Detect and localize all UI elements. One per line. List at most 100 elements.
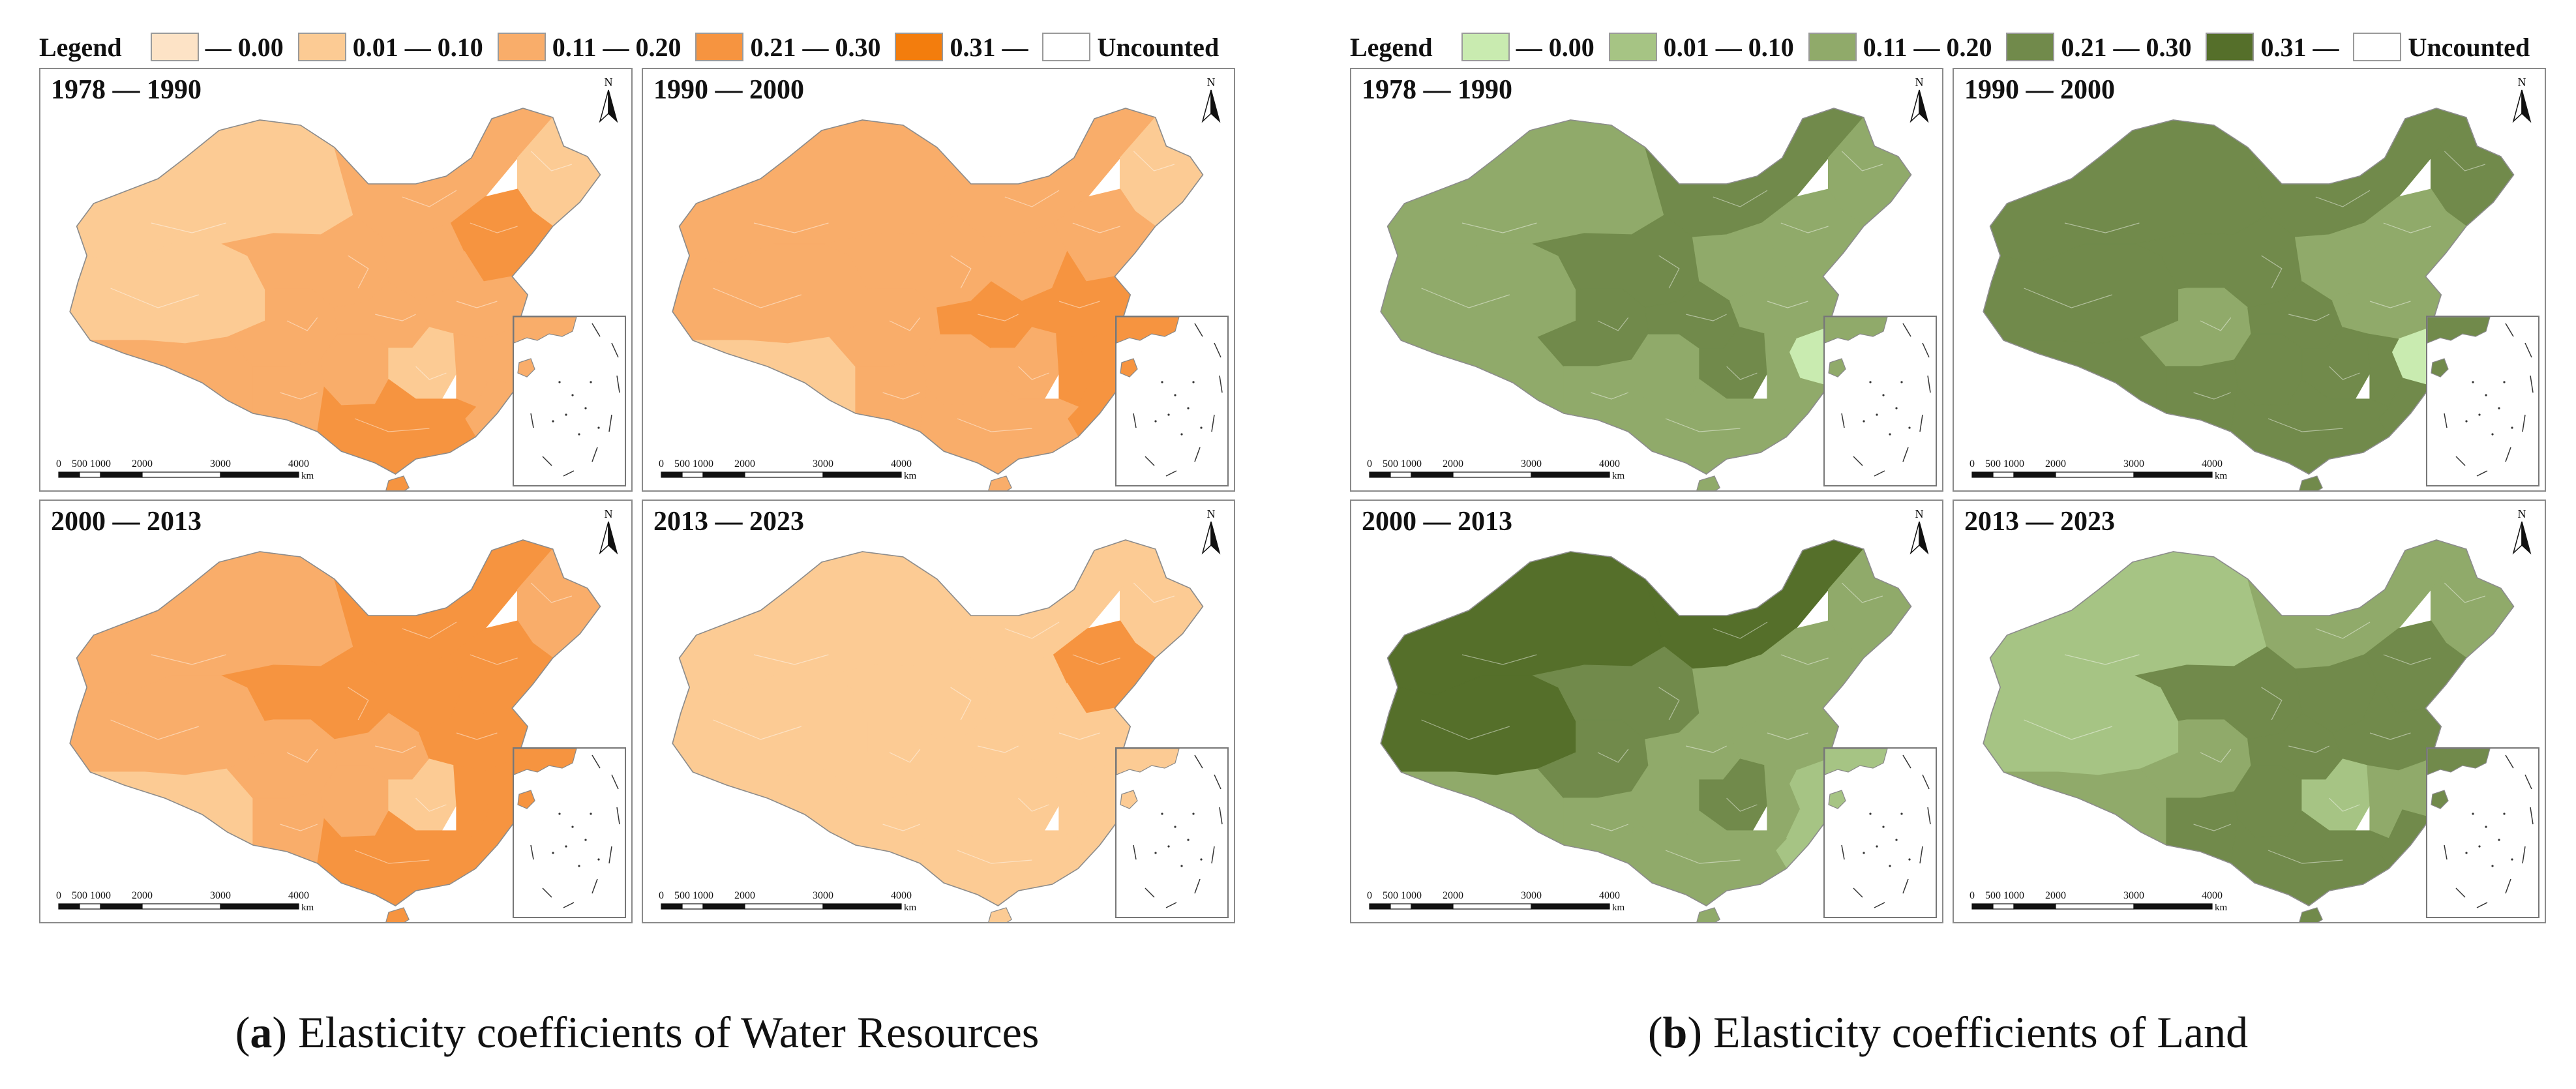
scale-unit: km [2215,903,2228,913]
north-label: N [1915,76,1924,89]
legend-title: Legend [39,32,122,62]
legend-swatch-5 [1042,33,1091,61]
legend-swatch-1 [1608,33,1657,61]
scale-tick-4: 3000 [2123,890,2144,901]
scale-tick-1: 500 [1985,890,2001,901]
scale-tick-2: 1000 [693,890,713,901]
legend-label-0: — 0.00 [1516,32,1595,62]
scale-tick-4: 3000 [1521,458,1542,470]
inset-island [1828,358,1846,378]
country-outline [1983,539,2515,906]
hainan-island [2299,475,2323,490]
panel-period-title: 1990 — 2000 [1964,75,2115,105]
panel-period-title: 2013 — 2023 [1964,507,2115,537]
scale-tick-5: 4000 [1599,458,1620,470]
legend-swatch-4 [2206,33,2254,61]
province-region-1 [672,675,869,776]
scale-tick-0: 0 [659,890,664,901]
south-china-sea-inset [513,747,626,918]
south-china-sea-inset [1115,747,1229,918]
province-region-4 [1401,336,1565,414]
scale-tick-4: 3000 [813,458,833,470]
caption-a: (a) Elasticity coefficients of Water Res… [235,1007,1040,1057]
map-panel-a-3: 2000 — 2013 N 0 500 1000 2000 3000 4000 km [39,500,633,923]
scale-tick-4: 3000 [1521,890,1542,901]
scale-tick-5: 4000 [288,458,309,470]
panel-period-title: 2013 — 2023 [653,507,804,537]
scale-tick-3: 2000 [2045,458,2066,470]
south-china-sea-inset [1115,316,1229,486]
map-panel-a-2: 1990 — 2000 N 0 500 1000 2000 3000 4000 km [642,68,1235,492]
scale-unit: km [301,903,314,913]
province-region-1 [69,675,266,776]
province-region-1 [1983,675,2179,776]
province-region-1 [1983,243,2179,344]
scale-tick-0: 0 [1969,890,1975,901]
south-china-sea-inset [1823,747,1937,918]
scale-tick-2: 1000 [2003,890,2024,901]
scale-tick-1: 500 [72,890,87,901]
province-region-4 [90,768,254,846]
country-outline [672,108,1204,475]
north-arrow-icon: N [1201,507,1221,555]
panel-period-title: 1978 — 1990 [1362,75,1512,105]
legend-label-3: 0.21 — 0.30 [2061,32,2192,62]
north-arrow-icon: N [1910,507,1929,555]
scale-tick-1: 500 [674,458,690,470]
scale-tick-4: 3000 [813,890,833,901]
scale-unit: km [904,903,917,913]
scale-tick-1: 500 [1383,458,1398,470]
province-region-1 [672,243,869,344]
north-arrow-icon: N [1201,76,1221,123]
legend-swatch-3 [2006,33,2055,61]
legend-label-0: — 0.00 [205,32,284,62]
scale-tick-3: 2000 [1443,458,1463,470]
north-label: N [1207,76,1216,89]
north-label: N [1207,507,1216,520]
north-label: N [2518,76,2526,89]
scale-tick-4: 3000 [210,458,231,470]
inset-island [1120,790,1138,809]
scale-tick-5: 4000 [2202,458,2223,470]
inset-island [2431,790,2449,809]
scale-tick-2: 1000 [90,890,111,901]
legend-swatch-5 [2353,33,2402,61]
country-outline [69,539,601,906]
north-label: N [605,507,613,520]
south-china-sea-inset [2426,747,2539,918]
china-map [1983,108,2515,490]
legend-swatch-4 [895,33,944,61]
hainan-island [2299,907,2323,922]
north-arrow-icon: N [1910,76,1929,123]
country-outline [1380,539,1912,906]
scale-tick-3: 2000 [132,890,153,901]
inset-mainland [1825,317,1888,344]
china-map [1983,539,2515,922]
map-panel-b-1: 1978 — 1990 N 0 500 1000 2000 3000 4000 km [1350,68,1943,492]
scale-tick-3: 2000 [132,458,153,470]
scale-unit: km [904,471,917,481]
legend-swatch-1 [297,33,346,61]
scale-unit: km [1612,471,1625,481]
inset-mainland [1116,749,1180,775]
north-label: N [1915,507,1924,520]
north-arrow-icon: N [599,76,618,123]
province-region-4 [693,336,856,414]
hainan-island [988,475,1012,490]
hainan-island [385,475,410,490]
figure-b-maps: 1978 — 1990 N 0 500 1000 2000 3000 4000 km 1990 —… [1350,68,2546,923]
scale-tick-2: 1000 [90,458,111,470]
panel-period-title: 2000 — 2013 [1362,507,1512,537]
hainan-island [988,907,1012,922]
china-map [672,539,1204,922]
legend-label-4: 0.31 — [2260,32,2339,62]
inset-island [517,358,535,378]
scale-tick-5: 4000 [1599,890,1620,901]
province-region-1 [69,243,266,344]
scale-tick-5: 4000 [891,458,912,470]
scale-tick-2: 1000 [2003,458,2024,470]
